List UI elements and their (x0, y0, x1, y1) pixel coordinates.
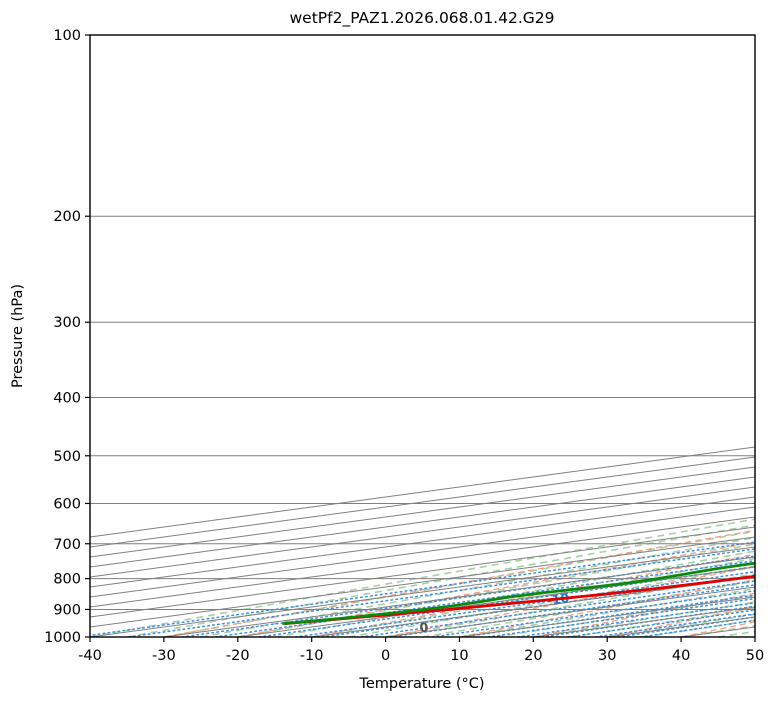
y-axis-tick-label: 100 (53, 28, 81, 44)
x-axis-tick-label: -20 (226, 648, 250, 664)
isotherm-label: 0 (419, 619, 430, 635)
y-axis-tick-label: 900 (53, 602, 81, 618)
mixing-ratio-line (541, 605, 755, 637)
isotherm-line (90, 476, 755, 568)
isotherm-line (90, 466, 755, 558)
moist-adiabat-line (126, 524, 755, 637)
mixing-ratio-line (181, 555, 755, 637)
isotherm-line (90, 446, 755, 538)
y-axis-tick-group: 100 200 300 400 500 600 700 800 900 1000 (44, 28, 90, 646)
mixing-ratio-line (127, 548, 755, 637)
y-axis-tick-label: 700 (53, 537, 81, 553)
dewpoint-curve (282, 561, 755, 625)
dry-adiabat-line (459, 579, 755, 637)
x-axis-label: Temperature (°C) (358, 676, 484, 692)
x-axis-tick-label: -10 (300, 648, 324, 664)
y-axis-tick-label: 800 (53, 572, 81, 588)
y-axis-tick-label: 1000 (44, 630, 81, 646)
dry-adiabat-line (163, 529, 755, 637)
moist-adiabat-line (385, 572, 755, 637)
x-axis-tick-group: -40 -30 -20 -10 0 10 20 30 40 50 (78, 637, 764, 664)
sounding-curve-group (282, 561, 755, 625)
x-axis-tick-label: 0 (381, 648, 390, 664)
y-axis-tick-label: 600 (53, 496, 81, 512)
mixing-ratio-line (431, 590, 755, 637)
isotherm-line (90, 496, 755, 588)
page-title: wetPf2_PAZ1.2026.068.01.42.G29 (290, 9, 555, 28)
y-axis-tick-label: 200 (53, 209, 81, 225)
isotherm-group (90, 446, 755, 637)
x-axis-tick-label: -40 (78, 648, 102, 664)
x-axis-tick-label: 40 (672, 648, 690, 664)
x-axis-tick-label: 10 (450, 648, 468, 664)
x-axis-tick-label: 20 (524, 648, 542, 664)
dry-adiabat-line (237, 541, 755, 637)
y-axis-tick-label: 300 (53, 315, 81, 331)
plot-background (90, 35, 755, 637)
mixing-ratio-line (462, 594, 755, 637)
y-axis-tick-label: 400 (53, 390, 81, 406)
mixing-ratio-line (90, 541, 755, 637)
isotherm-line (90, 526, 755, 618)
isotherm-line (90, 506, 755, 598)
mixing-ratio-line (487, 597, 755, 637)
mixing-ratio-group (90, 541, 755, 637)
isotherm-line (90, 516, 755, 608)
y-axis-tick-label: 500 (53, 449, 81, 465)
y-axis-label: Pressure (hPa) (10, 284, 26, 388)
mixing-ratio-line (389, 584, 755, 637)
isotherm-line (90, 486, 755, 578)
x-axis-tick-label: 50 (746, 648, 764, 664)
isotherm-line (90, 456, 755, 548)
plot-border (89, 34, 756, 638)
x-axis-tick-label: -30 (152, 648, 176, 664)
x-axis-tick-label: 30 (598, 648, 616, 664)
mixing-ratio-line (516, 602, 755, 637)
